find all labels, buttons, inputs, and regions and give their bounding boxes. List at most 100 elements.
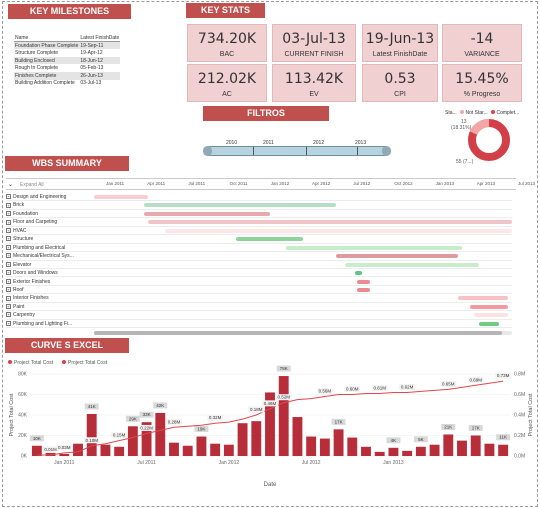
stat-card-ac[interactable]: 212.02K AC bbox=[187, 64, 267, 102]
gantt-bar[interactable] bbox=[94, 195, 149, 199]
cost-bar[interactable] bbox=[100, 444, 111, 456]
donut-slice-not-started[interactable] bbox=[469, 119, 490, 136]
cost-bar[interactable] bbox=[155, 412, 166, 456]
expand-all-link[interactable]: Expand All bbox=[20, 182, 44, 188]
cost-bar[interactable] bbox=[182, 445, 193, 456]
cost-bar[interactable] bbox=[265, 392, 275, 456]
wbs-row[interactable]: + Exterior Finishes bbox=[6, 278, 512, 286]
gantt-bar[interactable] bbox=[148, 220, 512, 225]
stat-card-current-finish[interactable]: 03-Jul-13 CURRENT FINISH bbox=[272, 24, 356, 62]
cost-bar[interactable] bbox=[114, 446, 125, 456]
stat-card-variance[interactable]: -14 VARIANCE bbox=[442, 24, 522, 62]
wbs-row[interactable]: + Plumbing and Electrical bbox=[6, 244, 512, 253]
cost-bar[interactable] bbox=[484, 443, 495, 456]
cost-bar[interactable] bbox=[443, 434, 454, 456]
stat-card-ev[interactable]: 113.42K EV bbox=[272, 64, 356, 102]
wbs-row[interactable]: + Roof bbox=[6, 286, 512, 295]
cost-bar[interactable] bbox=[498, 444, 509, 456]
expand-icon[interactable]: + bbox=[6, 253, 11, 259]
gantt-bar[interactable] bbox=[357, 279, 370, 284]
slicer-handle-right[interactable] bbox=[382, 146, 391, 156]
cost-bar[interactable] bbox=[73, 443, 83, 456]
gantt-bar[interactable] bbox=[474, 313, 508, 318]
gantt-bar[interactable] bbox=[144, 211, 270, 216]
stat-card-latest-finish[interactable]: 19-Jun-13 Latest FinishDate bbox=[362, 24, 438, 62]
gantt-bar[interactable] bbox=[165, 228, 512, 233]
cost-bar[interactable] bbox=[223, 444, 234, 456]
gantt-bar[interactable] bbox=[286, 245, 462, 250]
cost-bar[interactable] bbox=[141, 422, 152, 456]
wbs-row[interactable]: + Paint bbox=[6, 303, 512, 312]
cost-bar[interactable] bbox=[306, 436, 317, 456]
wbs-row[interactable]: + Doors and Windows bbox=[6, 269, 512, 278]
donut-chart[interactable]: 13 (18.31%) 55 (7...) bbox=[446, 115, 536, 167]
scrollbar-thumb[interactable] bbox=[94, 331, 502, 335]
expand-icon[interactable]: + bbox=[6, 312, 11, 318]
stat-card-bac[interactable]: 734.20K BAC bbox=[187, 24, 267, 62]
expand-icon[interactable]: + bbox=[6, 295, 11, 301]
expand-icon[interactable]: + bbox=[6, 211, 11, 217]
wbs-row[interactable]: + HVAC bbox=[6, 227, 512, 236]
curve-s-chart[interactable]: Project Total Cost Project Total Cost 0K 20… bbox=[4, 356, 536, 504]
wbs-row[interactable]: + Foundation bbox=[6, 210, 512, 219]
gantt-bar[interactable] bbox=[336, 254, 458, 259]
cost-bar[interactable] bbox=[45, 452, 56, 456]
expand-icon[interactable]: + bbox=[6, 236, 11, 242]
slicer-handle-left[interactable] bbox=[203, 146, 212, 156]
wbs-row[interactable]: + Structure bbox=[6, 235, 512, 244]
stat-card-cpi[interactable]: 0.53 CPI bbox=[362, 64, 438, 102]
cost-bar[interactable] bbox=[59, 453, 70, 456]
cost-bar[interactable] bbox=[388, 447, 399, 456]
expand-icon[interactable]: + bbox=[6, 261, 11, 267]
cost-bar[interactable] bbox=[457, 440, 467, 456]
wbs-row[interactable]: + Floor and Carpeting bbox=[6, 218, 512, 227]
cost-bar[interactable] bbox=[31, 445, 42, 456]
expand-icon[interactable]: + bbox=[6, 320, 11, 326]
cost-bar[interactable] bbox=[292, 417, 303, 456]
chevron-down-icon[interactable]: ⌄ bbox=[8, 182, 14, 188]
cost-bar[interactable] bbox=[402, 450, 413, 456]
date-slicer[interactable] bbox=[203, 146, 391, 156]
cost-bar[interactable] bbox=[415, 446, 426, 456]
cost-bar[interactable] bbox=[196, 436, 207, 456]
expand-icon[interactable]: + bbox=[6, 270, 11, 276]
cost-bar[interactable] bbox=[333, 429, 344, 456]
cost-bar[interactable] bbox=[374, 451, 385, 456]
cost-bar[interactable] bbox=[347, 437, 358, 456]
cost-bar[interactable] bbox=[237, 423, 248, 456]
expand-icon[interactable]: + bbox=[6, 244, 11, 250]
gantt-bar[interactable] bbox=[144, 203, 337, 208]
wbs-row[interactable]: + Interior Finishes bbox=[6, 294, 512, 303]
gantt-bar[interactable] bbox=[478, 321, 500, 326]
gantt-bar[interactable] bbox=[357, 287, 370, 292]
cost-bar[interactable] bbox=[429, 444, 440, 456]
expand-icon[interactable]: + bbox=[6, 202, 11, 208]
cost-bar[interactable] bbox=[86, 413, 97, 456]
cost-bar[interactable] bbox=[251, 421, 262, 456]
expand-icon[interactable]: + bbox=[6, 278, 11, 284]
cost-bar[interactable] bbox=[319, 438, 330, 456]
gantt-bar[interactable] bbox=[344, 262, 479, 267]
expand-icon[interactable]: + bbox=[6, 219, 11, 225]
cost-bar[interactable] bbox=[127, 426, 138, 456]
wbs-row[interactable]: + Brick bbox=[6, 201, 512, 210]
cost-bar[interactable] bbox=[470, 435, 481, 457]
wbs-row[interactable]: + Design and Engineering bbox=[6, 193, 512, 202]
cost-bar[interactable] bbox=[169, 442, 179, 456]
cost-bar[interactable] bbox=[361, 446, 371, 456]
wbs-row[interactable]: + Carpentry bbox=[6, 311, 512, 320]
gantt-bar[interactable] bbox=[470, 304, 508, 309]
horizontal-scrollbar[interactable] bbox=[94, 331, 512, 335]
gantt-bar[interactable] bbox=[457, 296, 508, 301]
cost-bar[interactable] bbox=[210, 443, 221, 456]
expand-icon[interactable]: + bbox=[6, 304, 11, 310]
wbs-row[interactable]: + Elevator bbox=[6, 261, 512, 269]
wbs-row[interactable]: + Mechanical/Electrical Sys... bbox=[6, 252, 512, 261]
wbs-row[interactable]: + Plumbing and Lighting Fi... bbox=[6, 320, 512, 329]
expand-icon[interactable]: + bbox=[6, 227, 11, 233]
expand-icon[interactable]: + bbox=[6, 287, 11, 293]
cumulative-cost-line[interactable] bbox=[36, 380, 504, 456]
gantt-bar[interactable] bbox=[355, 271, 362, 276]
expand-icon[interactable]: + bbox=[6, 194, 11, 200]
cost-bar[interactable] bbox=[278, 376, 289, 456]
